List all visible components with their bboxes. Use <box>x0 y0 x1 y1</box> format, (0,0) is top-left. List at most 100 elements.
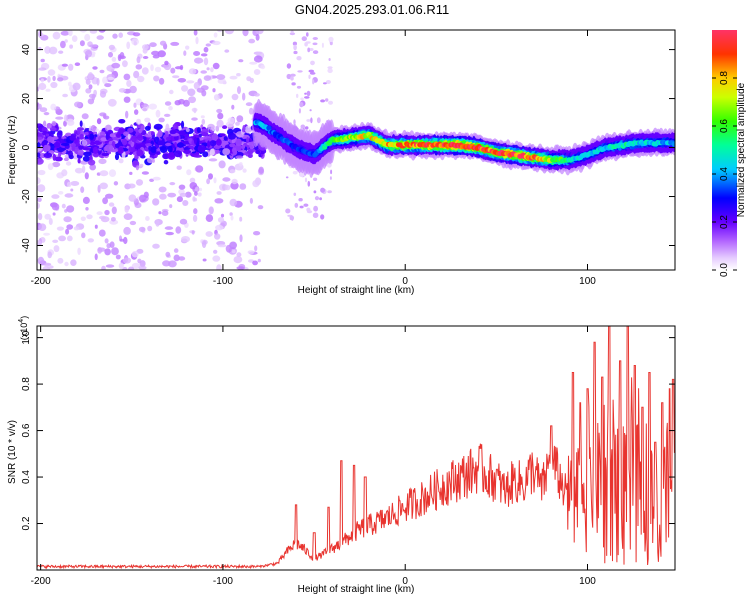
spectrogram-cell <box>312 37 318 40</box>
snr-x-ticks: -200 -100 0 100 <box>31 326 596 587</box>
spectrogram-cell <box>181 236 190 243</box>
spectrogram-cell <box>244 125 252 134</box>
spectrogram-cell <box>123 131 130 136</box>
spectrogram-cell <box>128 266 135 270</box>
spectrogram-cell <box>154 66 162 73</box>
spectrogram-cell <box>157 50 166 58</box>
spectrogram-cell <box>196 24 201 28</box>
spectrogram-cell <box>90 125 97 132</box>
spectrogram-cell <box>131 135 137 143</box>
spectrogram-cell <box>304 92 307 95</box>
spectrogram-cell <box>48 46 58 55</box>
spectrogram-cell <box>303 203 309 207</box>
snr-y-ticks: 0.2 0.4 0.6 0.8 1.0 <box>21 330 675 530</box>
spectrogram-cell <box>96 35 104 40</box>
spectrogram-cell <box>257 205 264 210</box>
spectrogram-cell <box>96 211 103 216</box>
spectrogram-cell <box>327 190 332 194</box>
spectrogram-cell <box>52 161 61 168</box>
spectrogram-cell <box>153 75 160 82</box>
spectrogram-cell <box>88 84 93 90</box>
spectrogram-cell <box>108 169 117 178</box>
snr-frame <box>36 325 676 571</box>
spectrogram-cell <box>128 141 132 145</box>
spectrogram-cell <box>73 226 80 231</box>
spectrogram-cell <box>128 146 136 153</box>
spectrogram-cell <box>74 62 81 66</box>
spectrogram-cell <box>51 194 60 199</box>
colorbar-tick-label: 0.0 <box>719 263 730 277</box>
spectrogram-cell <box>313 177 318 181</box>
spectrogram-cell <box>229 198 238 207</box>
spectrogram-cell <box>200 53 208 57</box>
spectrogram-cell <box>293 50 298 55</box>
spectrogram-cell <box>66 181 72 187</box>
spectrogram-cell <box>231 104 235 110</box>
spectrogram-cell <box>136 118 142 125</box>
spectrogram-cell <box>123 226 131 235</box>
spectrogram-cell <box>325 80 331 84</box>
spectrogram-cell <box>104 83 112 88</box>
spectrogram-cell <box>174 150 182 158</box>
spectrogram-cell <box>178 147 184 152</box>
spectrogram-cell <box>159 193 167 200</box>
spectrogram-cell <box>671 141 675 147</box>
spectrogram-cell <box>329 40 333 46</box>
spectrogram-cell <box>205 214 214 223</box>
snr-y-tick-label: 0.8 <box>21 377 32 391</box>
spectrogram-cell <box>185 45 190 50</box>
spectrogram-cell <box>186 169 192 176</box>
spectrogram-cell <box>225 121 234 128</box>
spectrogram-cell <box>207 140 211 148</box>
spectrogram-cell <box>306 32 309 37</box>
spectrogram-cell <box>194 191 198 196</box>
spectrogram-cell <box>136 149 144 157</box>
spectrogram-cell <box>210 67 214 73</box>
spectrogram-cell <box>57 257 64 264</box>
snr-x-label: Height of straight line (km) <box>298 584 415 595</box>
spectrogram-cell <box>158 186 167 193</box>
spectrogram-cell <box>313 205 318 212</box>
spectrogram-cell <box>118 262 124 270</box>
spectrogram-cell <box>255 30 264 35</box>
spectrogram-cell <box>89 148 93 153</box>
spectrogram-cell <box>172 75 180 79</box>
spectrogram-cell <box>152 176 161 181</box>
spectrogram-cell <box>296 93 299 98</box>
spectrogram-cell <box>214 198 224 204</box>
spectrogram-cell <box>136 134 144 142</box>
spectrogram-cell <box>239 183 247 190</box>
spectrogram-cell <box>320 187 326 193</box>
spectrogram-cell <box>47 136 53 143</box>
spectrogram-cell <box>61 203 66 209</box>
spectrogram-cell <box>229 212 233 216</box>
spectrogram-cell <box>71 35 78 42</box>
spectrogram-cell <box>312 42 318 46</box>
spectrogram-cell <box>141 171 149 175</box>
spectrogram-cell <box>123 96 131 103</box>
spectrogram-cell <box>126 41 131 50</box>
spectrogram-cell <box>193 82 200 90</box>
spectrogram-cell <box>108 202 115 207</box>
spectrogram-cell <box>169 182 176 186</box>
spectrogram-cell <box>217 78 226 84</box>
spectrogram-cell <box>253 231 261 236</box>
spectrogram-cell <box>43 144 49 153</box>
spectrogram-cell <box>37 197 42 203</box>
colorbar-tick-label: 0.2 <box>719 215 730 229</box>
spectrogram-cell <box>77 247 81 255</box>
spectrogram-cell <box>196 127 201 133</box>
spectrogram-cell <box>40 78 45 83</box>
spectrogram-cell <box>144 125 151 131</box>
spectrogram-cell <box>246 136 250 144</box>
spectrogram-cell <box>203 75 212 81</box>
spectrogram-cell <box>108 44 115 51</box>
spectrogram-cell <box>168 260 177 268</box>
spectrogram-cell <box>165 251 171 257</box>
spectrogram-cell <box>307 180 311 187</box>
colorbar-tick-label: 0.6 <box>719 119 730 133</box>
spectrogram-cell <box>129 85 137 94</box>
spectrogram-cell <box>196 137 200 143</box>
spectrogram-cell <box>77 158 81 164</box>
spectrogram-cell <box>87 98 95 105</box>
